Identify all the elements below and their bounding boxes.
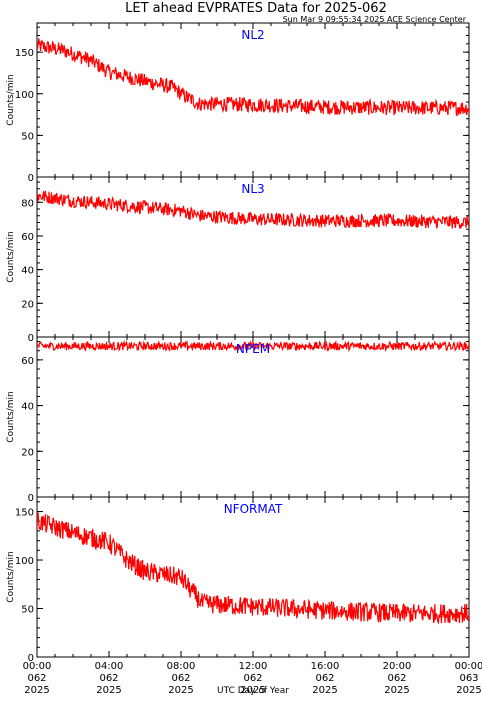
panel-nl2: 0 50 100 150 Counts/min NL2	[6, 22, 470, 184]
y-axis-label: Counts/min	[6, 231, 16, 282]
y-tick-label: 50	[21, 605, 34, 616]
series-line	[37, 339, 469, 353]
panel-label: NL2	[241, 28, 264, 42]
x-tick-day: 062	[99, 673, 118, 684]
x-tick-year: 2025	[168, 685, 193, 696]
series-line	[37, 190, 469, 229]
x-tick-year: 2025	[312, 685, 337, 696]
x-tick-day: 062	[27, 673, 46, 684]
panel-nformat: 0 50 100 150 Counts/min NFORMAT	[6, 496, 470, 664]
x-tick-year: 2025	[384, 685, 409, 696]
y-tick-label: 0	[28, 173, 34, 184]
panel-nl3: 0 20 40 60 80 Counts/min NL3	[6, 176, 470, 344]
x-tick-time: 04:00	[95, 661, 124, 672]
x-tick-day: 062	[243, 673, 262, 684]
y-tick-label: 150	[15, 508, 34, 519]
panel-npem: 0 20 40 60 Counts/min NPEM	[6, 336, 470, 504]
panel-frame	[36, 176, 470, 338]
panel-frame	[36, 336, 470, 498]
y-tick-label: 0	[28, 653, 34, 664]
x-tick-time: 00:00	[23, 661, 52, 672]
y-tick-label: 50	[21, 131, 34, 142]
chart-panels: 0 50 100 150 Counts/min NL2 0 20 40 60 80 Counts/mi…	[6, 22, 470, 664]
x-tick-time: 08:00	[167, 661, 196, 672]
y-tick-label: 40	[21, 402, 34, 413]
x-tick-day: 062	[387, 673, 406, 684]
x-tick-year: 2025	[240, 685, 265, 696]
x-axis: 00:00062202504:00062202508:00062202512:0…	[23, 661, 482, 696]
y-axis-label: Counts/min	[6, 551, 16, 602]
y-tick-label: 0	[28, 493, 34, 504]
x-tick-year: 2025	[96, 685, 121, 696]
y-axis-label: Counts/min	[6, 391, 16, 442]
x-tick-year: 2025	[456, 685, 481, 696]
y-tick-label: 80	[21, 198, 34, 209]
x-tick-time: 20:00	[383, 661, 412, 672]
x-tick-day: 063	[459, 673, 478, 684]
generation-timestamp: Sun Mar 9 09:55:34 2025 ACE Science Cent…	[283, 15, 467, 24]
y-tick-label: 100	[15, 90, 34, 101]
panel-frame	[36, 22, 470, 178]
x-axis-label: UTC Day of Year	[217, 686, 289, 696]
series-line	[37, 511, 469, 625]
x-tick-time: 00:00	[455, 661, 482, 672]
y-tick-label: 20	[21, 447, 34, 458]
x-tick-year: 2025	[24, 685, 49, 696]
panel-label: NFORMAT	[224, 502, 283, 516]
panel-label: NL3	[241, 182, 264, 196]
y-tick-label: 150	[15, 48, 34, 59]
y-tick-label: 40	[21, 266, 34, 277]
x-tick-day: 062	[171, 673, 190, 684]
x-tick-day: 062	[315, 673, 334, 684]
x-tick-time: 12:00	[239, 661, 268, 672]
y-tick-label: 100	[15, 556, 34, 567]
panel-frame	[36, 496, 470, 658]
series-line	[37, 38, 469, 117]
y-axis-label: Counts/min	[6, 74, 16, 125]
y-tick-label: 60	[21, 356, 34, 367]
x-tick-time: 16:00	[311, 661, 340, 672]
y-tick-label: 60	[21, 232, 34, 243]
panel-label: NPEM	[236, 342, 270, 356]
y-tick-label: 0	[28, 333, 34, 344]
y-tick-label: 20	[21, 299, 34, 310]
chart-title: LET ahead EVPRATES Data for 2025-062	[125, 1, 387, 16]
